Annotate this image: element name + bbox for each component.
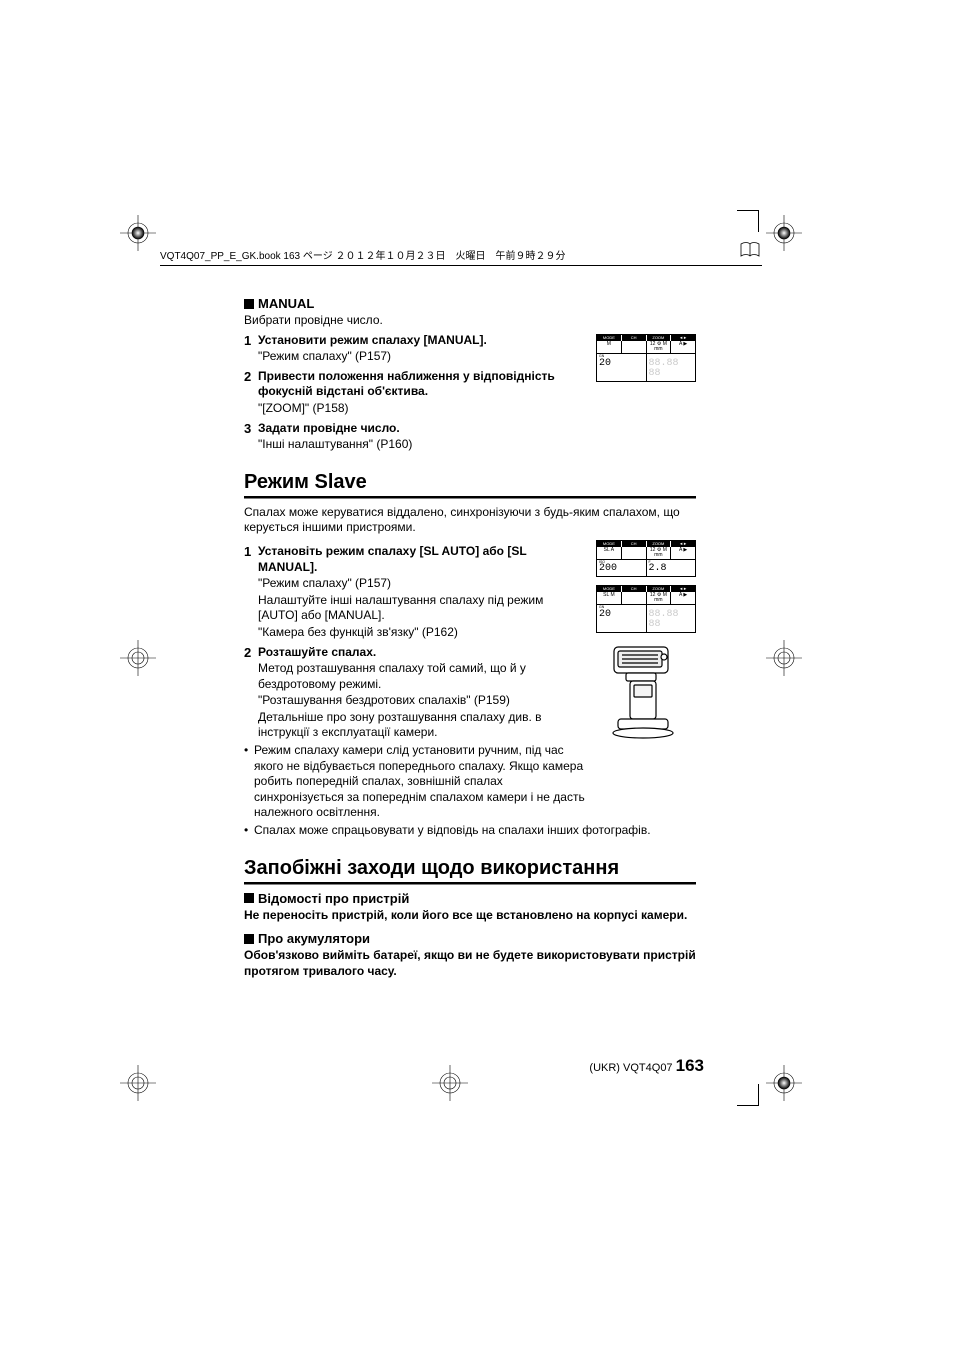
header-text: VQT4Q07_PP_E_GK.book 163 ページ ２０１２年１０月２３日… (160, 247, 565, 262)
precautions-sub1-head: Відомості про пристрій (244, 891, 696, 906)
reg-mark-tr (766, 215, 802, 251)
reg-mark-br (766, 1065, 802, 1101)
page-footer: (UKR) VQT4Q07 163 (589, 1056, 704, 1076)
manual-heading: MANUAL (244, 296, 586, 311)
slave-step-1: 1 Установіть режим спалаху [SL AUTO] або… (244, 544, 586, 641)
lcd-slave-auto: MODECHZOOM◄► SL A12 ⚙ M mmA ▶ ISO200F2.8 (596, 540, 696, 578)
lcd-slave-manual: MODECHZOOM◄► SL M12 ⚙ M mmA ▶ GN20 88.88… (596, 585, 696, 633)
slave-title: Режим Slave (244, 471, 696, 494)
manual-step-3: 3 Задати провідне число. "Інші налаштува… (244, 421, 586, 453)
corner-br (737, 1084, 759, 1106)
reg-mark-mr (766, 640, 802, 676)
reg-mark-bl (120, 1065, 156, 1101)
flash-illustration (596, 641, 696, 744)
manual-step-2: 2 Привести положення наближення у відпов… (244, 369, 586, 417)
manual-intro: Вибрати провідне число. (244, 313, 586, 329)
corner-tr (737, 210, 759, 232)
title-rule (244, 496, 696, 499)
lcd-manual: MODECHZOOM◄► M12 ⚙ M mmA ▶ GN20 88.88 88 (596, 334, 696, 382)
precautions-sub2-head: Про акумулятори (244, 931, 696, 946)
book-icon (738, 238, 762, 262)
slave-bullet-2: •Спалах може спрацьовувати у відповідь н… (244, 823, 696, 839)
reg-mark-ml (120, 640, 156, 676)
reg-mark-tl (120, 215, 156, 251)
slave-bullet-1: •Режим спалаху камери слід установити ру… (244, 743, 586, 821)
manual-step-1: 1 Установити режим спалаху [MANUAL]. "Ре… (244, 333, 586, 365)
slave-step-2: 2 Розташуйте спалах. Метод розташування … (244, 645, 586, 742)
reg-mark-bc (432, 1065, 468, 1101)
page-content: MANUAL Вибрати провідне число. 1 Установ… (244, 296, 696, 979)
page-header: VQT4Q07_PP_E_GK.book 163 ページ ２０１２年１０月２３日… (160, 238, 762, 266)
footer-label: (UKR) VQT4Q07 (589, 1062, 672, 1074)
precautions-title: Запобіжні заходи щодо використання (244, 857, 696, 880)
page-number: 163 (676, 1056, 704, 1075)
title-rule-2 (244, 882, 696, 885)
precautions-sub2-body: Обов'язково вийміть батареї, якщо ви не … (244, 948, 696, 979)
precautions-sub1-body: Не переносіть пристрій, коли його все ще… (244, 908, 696, 924)
slave-intro: Спалах може керуватися віддалено, синхро… (244, 505, 696, 536)
